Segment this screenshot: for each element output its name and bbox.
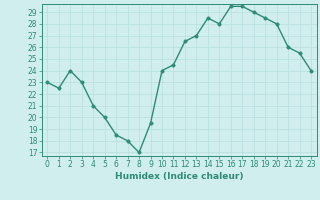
X-axis label: Humidex (Indice chaleur): Humidex (Indice chaleur) [115,172,244,181]
